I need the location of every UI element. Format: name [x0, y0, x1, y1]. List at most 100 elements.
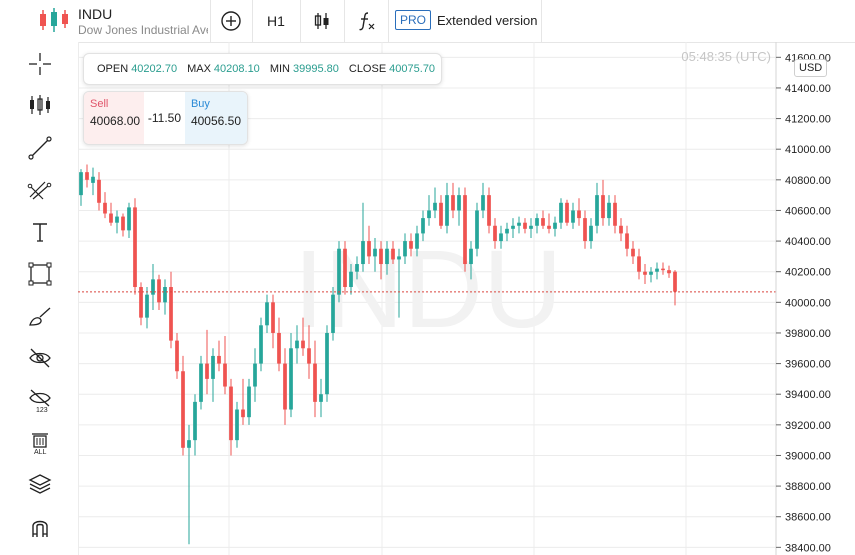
candle: [313, 340, 317, 418]
fib-icon: [27, 181, 52, 200]
candle: [301, 317, 305, 356]
candle: [433, 187, 437, 219]
candle: [595, 182, 599, 234]
candle: [265, 294, 269, 333]
candle: [343, 241, 347, 295]
price-chart[interactable]: INDU 38400.0038600.0038800.0039000.00392…: [78, 42, 855, 555]
hide-drawings-button[interactable]: [22, 340, 58, 376]
max-label: MAX: [187, 63, 211, 75]
magnet-button[interactable]: [22, 510, 58, 546]
price-axis-label: 38400.00: [785, 542, 831, 554]
candle-body: [367, 241, 371, 257]
candle-body: [541, 218, 545, 226]
rectangle-icon: [28, 262, 52, 286]
pro-badge[interactable]: PRO: [395, 10, 432, 30]
candle: [229, 378, 233, 456]
close-label: CLOSE: [348, 63, 387, 75]
price-axis-label: 40000.00: [785, 297, 831, 309]
function-icon: [359, 12, 375, 31]
candle: [121, 213, 125, 237]
candle: [385, 241, 389, 275]
text-tool-button[interactable]: [22, 214, 58, 250]
sell-button[interactable]: Sell 40068.00: [84, 92, 144, 144]
toolbar-divider: [344, 0, 345, 42]
candle: [337, 241, 341, 303]
chart-type-button[interactable]: [302, 0, 342, 42]
candle-body: [643, 271, 647, 275]
candle-body: [451, 195, 455, 211]
brush-tool-button[interactable]: [22, 298, 58, 334]
currency-badge[interactable]: USD: [794, 59, 828, 77]
candle: [619, 218, 623, 242]
candle-body: [445, 195, 449, 226]
candle-body: [301, 340, 305, 349]
layers-button[interactable]: [22, 466, 58, 502]
candle: [589, 218, 593, 249]
fib-tool-button[interactable]: [22, 172, 58, 208]
candle-body: [349, 271, 353, 288]
candle: [217, 340, 221, 372]
candle: [169, 271, 173, 349]
add-indicator-button[interactable]: [212, 0, 250, 42]
candle-body: [511, 225, 515, 229]
candle: [187, 424, 191, 545]
candle: [397, 248, 401, 318]
candle-body: [373, 248, 377, 257]
candle-body: [535, 218, 539, 226]
candle-body: [457, 195, 461, 211]
price-axis-label: 39200.00: [785, 420, 831, 432]
candle-body: [247, 386, 251, 418]
delete-all-button[interactable]: ALL: [22, 424, 58, 460]
indicators-button[interactable]: [346, 0, 386, 42]
candle-body: [475, 210, 479, 249]
candle-body: [391, 248, 395, 260]
candle: [667, 265, 671, 278]
candle: [637, 248, 641, 280]
candle: [403, 233, 407, 265]
candle: [643, 264, 647, 284]
chart-style-tool-button[interactable]: [22, 87, 58, 123]
crosshair-tool-button[interactable]: [22, 46, 58, 82]
candle-body: [121, 216, 125, 231]
candle-body: [85, 172, 89, 180]
close-value: 40075.70: [389, 63, 436, 75]
candle-body: [571, 210, 575, 223]
price-axis-label: 40600.00: [785, 205, 831, 217]
candle: [493, 218, 497, 249]
buy-button[interactable]: Buy 40056.50: [184, 92, 247, 144]
candle: [247, 378, 251, 425]
price-axis[interactable]: 38400.00 38600.00 38800.00 39000.00 39200.00…: [776, 52, 831, 554]
extended-version-link[interactable]: Extended version: [437, 13, 538, 28]
candle-body: [499, 233, 503, 242]
candle-body: [307, 348, 311, 364]
candle-body: [97, 179, 101, 203]
toolbar-divider: [210, 0, 211, 42]
candle: [391, 241, 395, 265]
hide-indicators-button[interactable]: 123: [22, 382, 58, 418]
candle-body: [661, 268, 665, 271]
candle-body: [673, 271, 677, 292]
price-axis-label: 40800.00: [785, 175, 831, 187]
candle-body: [553, 222, 557, 229]
candle: [427, 195, 431, 226]
candle-body: [187, 440, 191, 448]
trend-line-tool-button[interactable]: [22, 130, 58, 166]
candle-body: [439, 202, 443, 226]
symbol-name[interactable]: INDU: [78, 6, 113, 22]
candle: [193, 394, 197, 456]
candle-body: [253, 363, 257, 387]
candle: [481, 182, 485, 219]
candle: [421, 210, 425, 242]
rectangle-tool-button[interactable]: [22, 256, 58, 292]
candle: [625, 225, 629, 257]
candle: [151, 264, 155, 310]
trend-line-icon: [28, 136, 52, 160]
candle: [373, 238, 377, 272]
candle-body: [109, 213, 113, 223]
candle-body: [487, 195, 491, 226]
timeframe-button[interactable]: H1: [267, 13, 285, 29]
brush-icon: [29, 307, 51, 326]
candle-body: [595, 195, 599, 226]
candle: [295, 325, 299, 364]
candle-body: [619, 225, 623, 234]
